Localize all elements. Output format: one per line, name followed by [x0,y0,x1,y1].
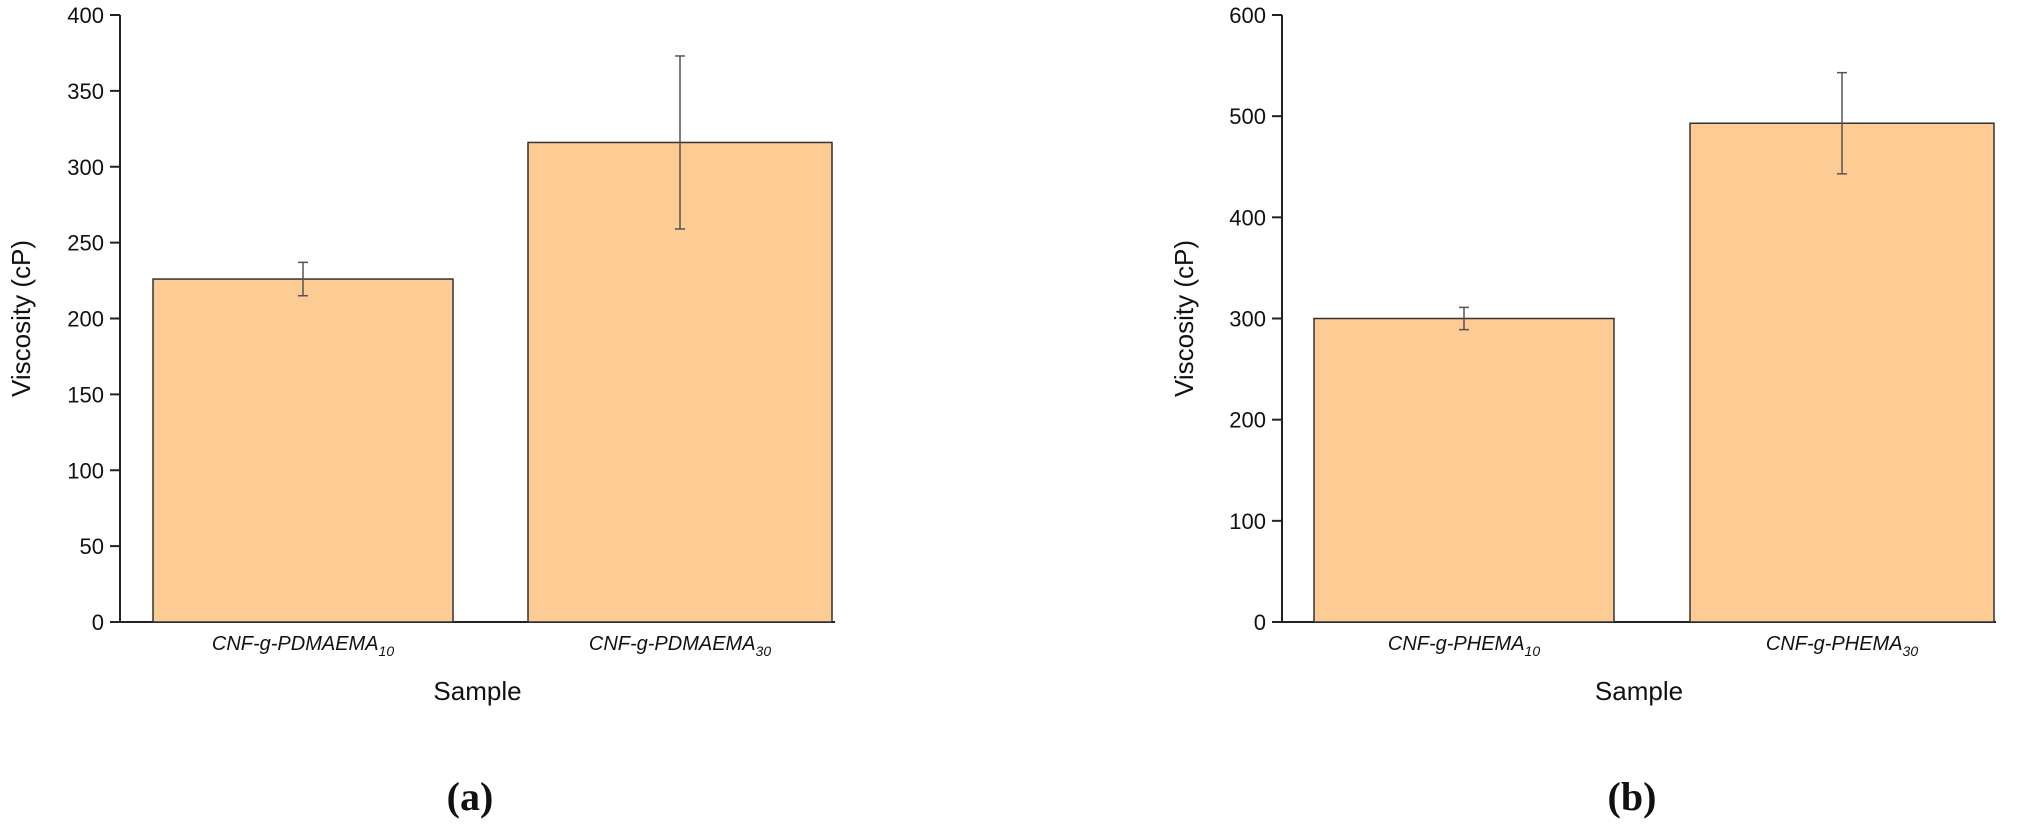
y-tick-label: 300 [1229,307,1266,332]
bar [1689,122,1995,623]
y-tick-label: 200 [1229,408,1266,433]
y-axis-title: Viscosity (cP) [1169,240,1199,397]
y-tick-label: 0 [1254,610,1266,635]
y-tick-label: 600 [1229,3,1266,28]
x-axis-title: Sample [1595,676,1683,706]
y-tick-label: 100 [1229,509,1266,534]
x-category-label: CNF-g-PHEMA10 [1388,633,1540,659]
x-axis-title: Sample [433,676,521,706]
y-tick-label: 0 [92,610,104,635]
x-category-label: CNF-g-PDMAEMA10 [212,633,394,659]
panel-label: (a) [447,774,494,819]
bar [152,278,454,623]
x-category-label: CNF-g-PHEMA30 [1766,633,1918,659]
y-tick-label: 100 [67,458,104,483]
y-tick-label: 250 [67,231,104,256]
y-axis-title: Viscosity (cP) [6,240,36,397]
y-tick-label: 400 [1229,205,1266,230]
bar [1313,317,1615,623]
panel-label: (b) [1608,774,1657,819]
y-tick-label: 400 [67,3,104,28]
y-tick-label: 50 [80,534,104,559]
chart-panel-b: 0 100 200 300 400 500 600 CNF-g-PHEMA10 CNF-g-PH… [1169,3,1996,819]
y-tick-label: 300 [67,155,104,180]
y-tick-label: 500 [1229,104,1266,129]
y-tick-label: 350 [67,79,104,104]
y-tick-label: 150 [67,382,104,407]
y-tick-label: 200 [67,307,104,332]
chart-panel-a: 0 50 100 150 200 250 300 350 400 CNF-g-PDMAEMA10 C… [6,3,835,819]
x-category-label: CNF-g-PDMAEMA30 [589,633,771,659]
